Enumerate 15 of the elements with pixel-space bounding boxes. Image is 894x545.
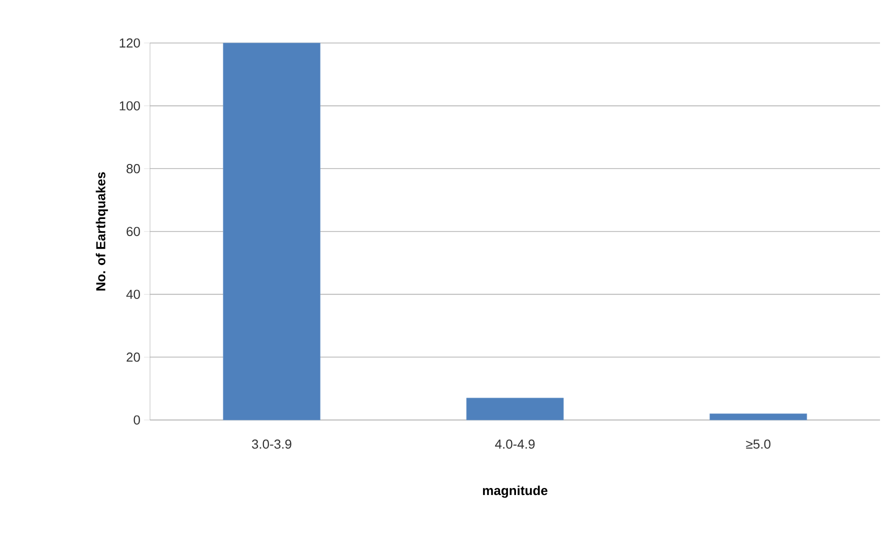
y-tick-label: 40 bbox=[126, 290, 140, 299]
bar bbox=[710, 414, 808, 420]
y-tick-label: 0 bbox=[134, 415, 140, 425]
bar bbox=[222, 42, 320, 420]
x-tick-label: 4.0-4.9 bbox=[495, 440, 535, 449]
x-tick-label: ≥5.0 bbox=[746, 440, 770, 449]
y-tick-label: 120 bbox=[120, 38, 140, 48]
y-tick-label: 60 bbox=[126, 226, 140, 236]
x-tick-label: 3.0-3.9 bbox=[252, 440, 292, 449]
y-tick-label: 20 bbox=[126, 352, 140, 362]
x-axis-title: magnitude bbox=[483, 486, 548, 498]
y-tick-label: 100 bbox=[120, 101, 140, 110]
y-axis-title: No. of Earthquakes bbox=[96, 172, 108, 290]
bar bbox=[466, 398, 564, 420]
y-tick-label: 80 bbox=[126, 164, 140, 174]
